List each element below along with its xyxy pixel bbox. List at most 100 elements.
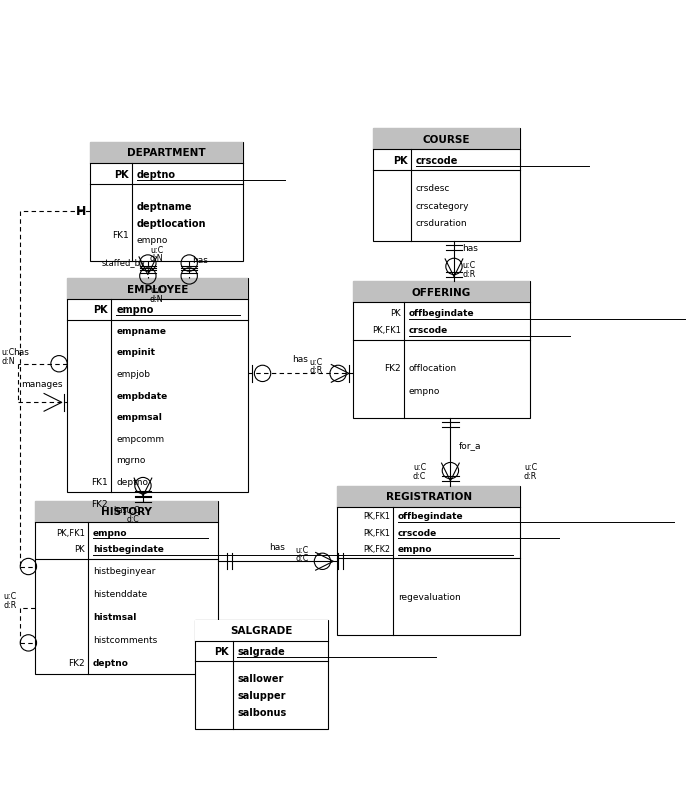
Text: OFFERING: OFFERING <box>412 288 471 298</box>
Bar <box>67 278 248 492</box>
Text: offbegindate: offbegindate <box>398 512 464 520</box>
Text: FK1: FK1 <box>91 477 108 487</box>
Text: HISTORY: HISTORY <box>101 507 152 516</box>
Text: empmsal: empmsal <box>116 413 162 422</box>
Text: FK2: FK2 <box>384 363 401 372</box>
Text: regevaluation: regevaluation <box>398 593 461 602</box>
Bar <box>195 620 328 641</box>
Text: empname: empname <box>116 326 166 335</box>
Text: empno: empno <box>398 545 433 553</box>
Text: PK,FK1: PK,FK1 <box>363 528 390 537</box>
Text: histenddate: histenddate <box>93 589 148 598</box>
Text: d:R: d:R <box>309 366 322 375</box>
Text: FK1: FK1 <box>112 230 128 239</box>
Text: hasu:C: hasu:C <box>113 505 139 514</box>
Text: deptno: deptno <box>93 658 129 667</box>
Text: mgrno: mgrno <box>116 456 146 465</box>
Text: H: H <box>76 205 86 218</box>
Bar <box>337 486 520 507</box>
Text: crscode: crscode <box>409 326 448 334</box>
Text: histbeginyear: histbeginyear <box>93 566 155 575</box>
Text: FK2: FK2 <box>68 658 85 667</box>
Text: u:C: u:C <box>524 463 538 472</box>
Text: PK,FK1: PK,FK1 <box>56 528 85 537</box>
Bar <box>90 143 243 164</box>
Text: PK,FK1: PK,FK1 <box>363 512 390 520</box>
Text: histbegindate: histbegindate <box>93 545 164 553</box>
Text: offbegindate: offbegindate <box>409 309 475 318</box>
Text: empinit: empinit <box>116 348 155 357</box>
Text: u:C: u:C <box>150 286 163 294</box>
Bar <box>35 501 217 522</box>
Text: d:N: d:N <box>1 356 14 366</box>
Text: crscode: crscode <box>398 528 437 537</box>
Text: salbonus: salbonus <box>237 707 286 717</box>
Text: PK: PK <box>215 646 229 656</box>
Text: empno: empno <box>137 236 168 245</box>
Text: has: has <box>270 542 286 552</box>
Text: PK: PK <box>114 169 128 180</box>
Text: empbdate: empbdate <box>116 391 168 400</box>
Text: deptno: deptno <box>137 169 176 180</box>
Text: PK: PK <box>390 309 401 318</box>
Text: EMPLOYEE: EMPLOYEE <box>127 284 188 294</box>
Text: has: has <box>462 244 478 253</box>
Text: PK: PK <box>393 156 408 165</box>
Text: REGISTRATION: REGISTRATION <box>386 492 472 501</box>
Text: sallower: sallower <box>237 673 284 683</box>
Text: d:R: d:R <box>462 269 475 278</box>
Text: u:C: u:C <box>295 545 308 554</box>
Text: d:C: d:C <box>413 472 426 480</box>
Text: PK,FK2: PK,FK2 <box>363 545 390 553</box>
Text: u:C: u:C <box>413 463 426 472</box>
Text: for_a: for_a <box>459 440 481 450</box>
Bar <box>353 282 530 418</box>
Text: histmsal: histmsal <box>93 613 137 622</box>
Text: crscategory: crscategory <box>415 201 469 210</box>
Text: empcomm: empcomm <box>116 435 164 444</box>
Text: SALGRADE: SALGRADE <box>230 626 293 635</box>
Text: d:N: d:N <box>150 253 164 263</box>
Text: staffed_by: staffed_by <box>102 259 146 268</box>
Text: DEPARTMENT: DEPARTMENT <box>127 148 206 158</box>
Bar <box>337 486 520 635</box>
Text: d:N: d:N <box>150 294 164 303</box>
Text: salgrade: salgrade <box>237 646 285 656</box>
Text: has: has <box>192 256 208 265</box>
Text: u:C: u:C <box>3 592 17 601</box>
Text: d:R: d:R <box>3 601 17 610</box>
Bar <box>35 501 217 674</box>
Text: PK: PK <box>75 545 85 553</box>
Bar <box>195 620 328 729</box>
Text: has: has <box>293 354 308 363</box>
Text: u:C: u:C <box>462 261 475 269</box>
Text: FK2: FK2 <box>91 499 108 508</box>
Text: histcomments: histcomments <box>93 635 157 644</box>
Text: empno: empno <box>93 528 128 537</box>
Text: has: has <box>12 347 28 357</box>
Text: crsduration: crsduration <box>415 219 467 228</box>
Text: empjob: empjob <box>116 370 150 379</box>
Bar <box>90 143 243 261</box>
Text: d:C: d:C <box>127 514 139 523</box>
Text: offlocation: offlocation <box>409 363 457 372</box>
Text: deptno: deptno <box>116 477 148 487</box>
Text: PK: PK <box>93 305 108 315</box>
Bar <box>373 129 520 241</box>
Text: empno: empno <box>116 305 154 315</box>
Text: COURSE: COURSE <box>423 135 471 144</box>
Text: manages: manages <box>21 379 63 388</box>
Bar <box>373 129 520 150</box>
Text: deptlocation: deptlocation <box>137 218 206 229</box>
Text: d:R: d:R <box>524 472 538 480</box>
Bar <box>353 282 530 303</box>
Text: d:C: d:C <box>295 553 308 563</box>
Text: salupper: salupper <box>237 690 286 700</box>
Text: crscode: crscode <box>415 156 458 165</box>
Text: PK,FK1: PK,FK1 <box>372 326 401 334</box>
Bar <box>67 278 248 300</box>
Text: u:C: u:C <box>309 357 322 367</box>
Text: u:C: u:C <box>1 347 14 357</box>
Text: empno: empno <box>409 387 440 395</box>
Text: deptname: deptname <box>137 201 192 211</box>
